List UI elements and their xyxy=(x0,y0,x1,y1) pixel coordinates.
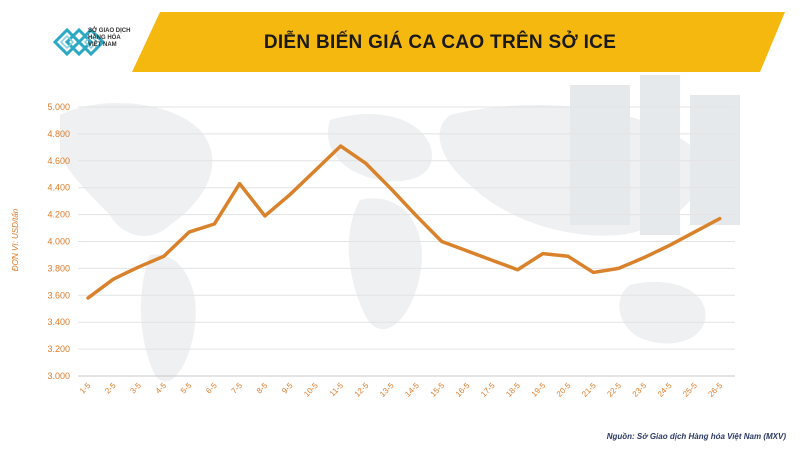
y-tick-label: 4.000 xyxy=(47,237,70,247)
x-tick-label: 24-5 xyxy=(656,381,674,399)
x-tick-label: 5-5 xyxy=(179,381,194,396)
logo-line: SỞ GIAO DỊCH xyxy=(88,28,131,34)
chart-title: DIỄN BIẾN GIÁ CA CAO TRÊN SỞ ICE xyxy=(263,32,617,53)
x-tick-label: 26-5 xyxy=(706,381,724,399)
x-tick-label: 1-5 xyxy=(78,381,93,396)
x-tick-label: 11-5 xyxy=(328,381,346,399)
logo-line: HÀNG HÓA xyxy=(88,35,121,41)
y-tick-label: 4.800 xyxy=(47,129,70,139)
x-tick-label: 21-5 xyxy=(580,381,598,399)
source-note: Nguồn: Sở Giao dịch Hàng hóa Việt Nam (M… xyxy=(606,432,786,441)
logo-line: VIỆT NAM xyxy=(88,42,117,48)
series-group xyxy=(86,144,722,300)
x-tick-label: 15-5 xyxy=(428,381,446,399)
x-tick-label: 9-5 xyxy=(280,381,295,396)
series-line xyxy=(86,144,722,300)
x-tick-label: 20-5 xyxy=(555,381,573,399)
x-tick-label: 10-5 xyxy=(302,381,320,399)
x-tick-label: 16-5 xyxy=(454,381,472,399)
y-tick-label: 4.600 xyxy=(47,156,70,166)
y-tick-label: 3.400 xyxy=(47,317,70,327)
x-tick-label: 6-5 xyxy=(204,381,219,396)
x-tick-label: 4-5 xyxy=(154,381,169,396)
x-tick-label: 7-5 xyxy=(229,381,244,396)
x-tick-label: 14-5 xyxy=(403,381,421,399)
y-tick-label: 3.600 xyxy=(47,290,70,300)
grid-lines xyxy=(78,106,735,377)
x-tick-label: 22-5 xyxy=(605,381,623,399)
x-tick-label: 8-5 xyxy=(255,381,270,396)
y-tick-label: 3.200 xyxy=(47,344,70,354)
x-tick-label: 19-5 xyxy=(530,381,548,399)
x-tick-label: 23-5 xyxy=(631,381,649,399)
company-logo-icon xyxy=(52,27,106,57)
world-map-background xyxy=(60,75,740,382)
y-tick-label: 3.000 xyxy=(47,371,70,381)
x-tick-label: 17-5 xyxy=(479,381,497,399)
y-tick-labels: 3.000 3.200 3.400 3.600 3.800 4.000 4.200 4.400… xyxy=(47,102,70,381)
x-tick-label: 13-5 xyxy=(378,381,396,399)
x-tick-label: 3-5 xyxy=(128,381,143,396)
y-tick-label: 4.400 xyxy=(47,183,70,193)
header-accent-bar xyxy=(0,12,785,72)
y-tick-label: 4.200 xyxy=(47,210,70,220)
x-tick-label: 12-5 xyxy=(353,381,371,399)
y-tick-label: 3.800 xyxy=(47,263,70,273)
x-tick-label: 25-5 xyxy=(681,381,699,399)
x-tick-label: 18-5 xyxy=(504,381,522,399)
y-axis-label: ĐƠN VỊ: USD/tấn xyxy=(11,208,20,271)
x-tick-label: 2-5 xyxy=(103,381,118,396)
x-tick-labels: 1-5 2-5 3-5 4-5 5-5 6-5 7-5 8-5 9-5 10-5 11-5 12-5 1… xyxy=(78,381,725,399)
logo-text: SỞ GIAO DỊCH HÀNG HÓA VIỆT NAM xyxy=(88,28,148,49)
y-tick-label: 5.000 xyxy=(47,102,70,112)
